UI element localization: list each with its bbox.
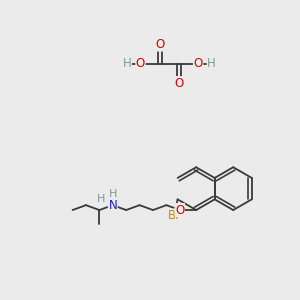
Text: H: H	[207, 57, 216, 70]
Text: O: O	[136, 57, 145, 70]
Text: O: O	[155, 38, 164, 51]
Text: O: O	[175, 203, 184, 217]
Text: O: O	[174, 76, 184, 90]
Text: H: H	[109, 190, 117, 200]
Text: H: H	[123, 57, 131, 70]
Text: Br: Br	[168, 209, 181, 222]
Text: O: O	[194, 57, 203, 70]
Text: N: N	[108, 199, 117, 212]
Text: H: H	[97, 194, 105, 204]
